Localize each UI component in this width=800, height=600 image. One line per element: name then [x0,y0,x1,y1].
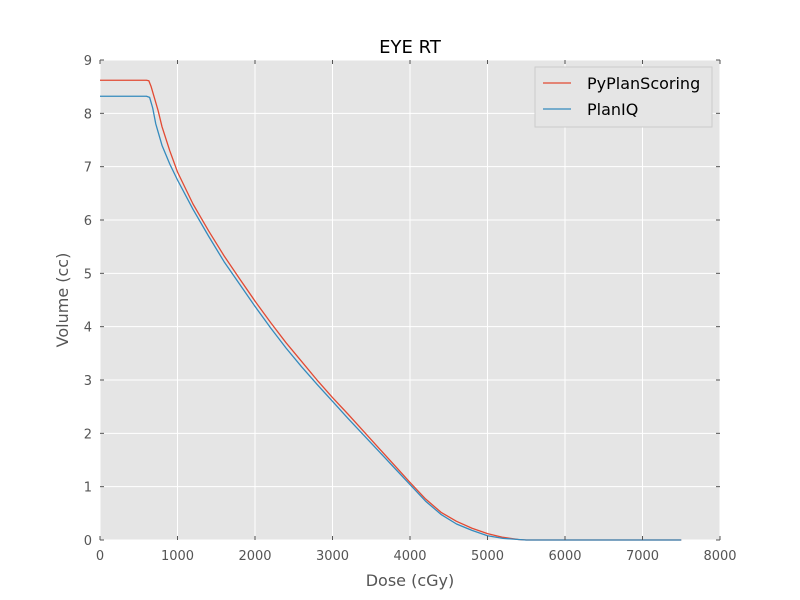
y-tick-label: 5 [84,267,92,282]
legend-label-planiq: PlanIQ [587,100,638,119]
axis-ticks: 0 1000 2000 3000 4000 5000 6000 7000 8000 0 1 2 3 4 5 6… [84,54,737,564]
x-tick-label: 7000 [626,549,659,564]
series-lines [100,79,682,541]
series-line-pyplanscoring [100,79,682,541]
x-tick-label: 3000 [316,549,349,564]
y-tick-label: 6 [84,214,92,229]
y-tick-label: 2 [84,427,92,442]
x-tick-label: 6000 [548,549,581,564]
legend: PyPlanScoring PlanIQ [534,66,713,128]
x-tick-label: 0 [96,549,104,564]
x-tick-label: 8000 [703,549,736,564]
y-tick-label: 4 [84,321,92,336]
x-tick-label: 5000 [471,549,504,564]
x-tick-label: 4000 [393,549,426,564]
y-tick-label: 9 [84,54,92,69]
chart-title: EYE RT [379,37,442,58]
y-tick-label: 0 [84,534,92,549]
y-axis-label: Volume (cc) [53,253,72,348]
x-axis-label: Dose (cGy) [366,571,455,590]
series-line-planiq [100,95,682,541]
x-tick-label: 1000 [161,549,194,564]
y-tick-label: 1 [84,481,92,496]
legend-box [534,66,713,128]
x-tick-label: 2000 [238,549,271,564]
y-tick-label: 8 [84,107,92,122]
y-tick-label: 3 [84,374,92,389]
y-tick-label: 7 [84,161,92,176]
legend-label-pyplanscoring: PyPlanScoring [587,74,700,93]
